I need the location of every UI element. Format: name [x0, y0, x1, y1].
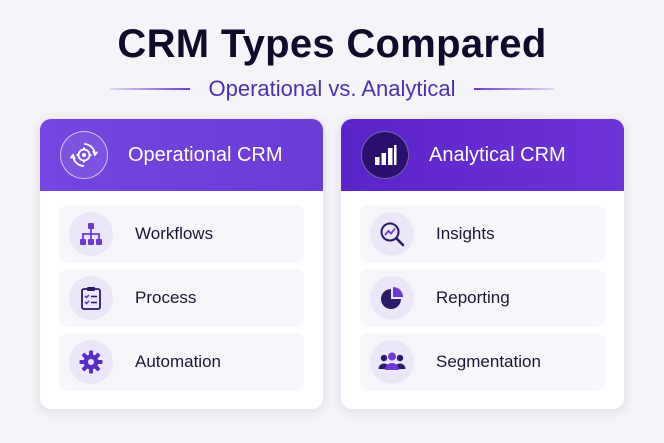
item-label: Automation	[135, 352, 221, 371]
subtitle-row: Operational vs. Analytical	[0, 74, 664, 104]
operational-crm-card: Operational CRM Workflows	[39, 118, 324, 410]
subtitle-divider-left	[110, 88, 191, 90]
item-label: Process	[135, 288, 197, 307]
item-label: Workflows	[135, 224, 214, 243]
analytical-crm-card: Analytical CRM Insights Reporting	[340, 118, 625, 410]
list-item-reporting: Reporting	[360, 269, 605, 327]
magnify-trend-icon	[370, 212, 414, 256]
gear-cycle-icon	[60, 131, 108, 179]
pie-chart-icon	[370, 276, 414, 320]
item-list: Workflows Process	[40, 191, 323, 391]
people-group-icon	[370, 340, 414, 384]
list-item-segmentation: Segmentation	[360, 333, 605, 391]
item-label: Insights	[436, 224, 495, 243]
bar-chart-icon	[361, 131, 409, 179]
list-item-workflows: Workflows	[59, 205, 304, 263]
item-list: Insights Reporting	[341, 191, 624, 391]
card-header: Analytical CRM	[341, 119, 624, 191]
gear-icon	[69, 340, 113, 384]
subtitle: Operational vs. Analytical	[208, 76, 456, 101]
item-label: Segmentation	[436, 352, 541, 371]
card-title: Operational CRM	[128, 143, 283, 166]
card-title: Analytical CRM	[429, 143, 566, 166]
list-item-insights: Insights	[360, 205, 605, 263]
workflow-icon	[69, 212, 113, 256]
clipboard-checklist-icon	[69, 276, 113, 320]
list-item-automation: Automation	[59, 333, 304, 391]
card-header: Operational CRM	[40, 119, 323, 191]
item-label: Reporting	[436, 288, 510, 307]
subtitle-divider-right	[473, 88, 554, 90]
list-item-process: Process	[59, 269, 304, 327]
page-title: CRM Types Compared	[117, 22, 547, 66]
